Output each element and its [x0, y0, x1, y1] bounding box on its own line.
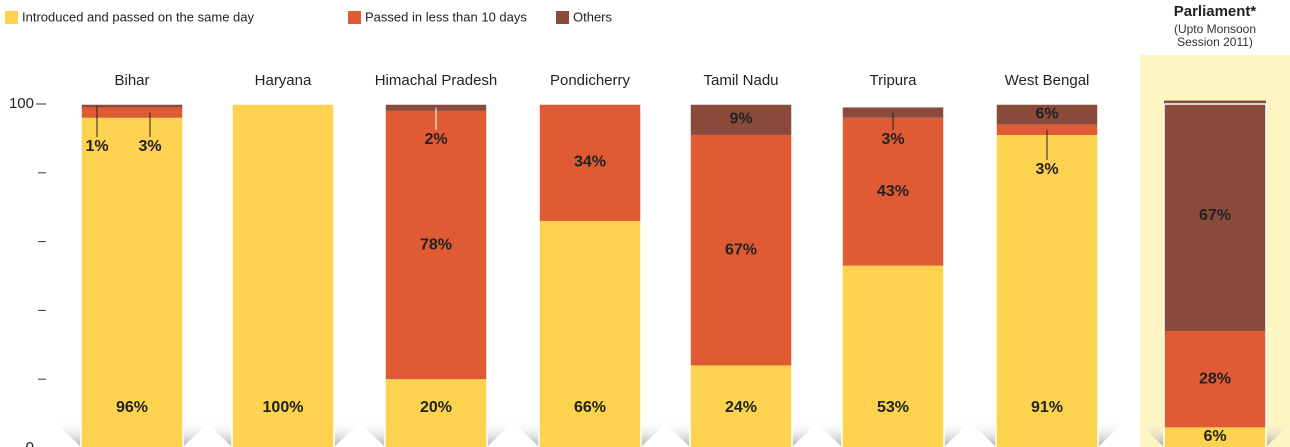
bar-outline	[1163, 103, 1267, 447]
bar-segment	[539, 220, 641, 447]
x-category-label: Pondicherry	[550, 72, 631, 89]
x-category-label: Bihar	[114, 72, 149, 89]
value-label: 3%	[138, 138, 161, 155]
value-label: 53%	[877, 399, 909, 416]
bar-outline	[80, 103, 184, 447]
value-label: 20%	[420, 399, 452, 416]
bar-segment	[81, 117, 183, 447]
value-label: 6%	[1203, 428, 1226, 445]
value-label: 34%	[574, 154, 606, 171]
bar-shadow	[1098, 420, 1126, 447]
bar-outline	[995, 103, 1099, 447]
value-label: 1%	[85, 138, 108, 155]
bar-segment	[385, 379, 487, 447]
x-category-label: Himachal Pradesh	[375, 72, 498, 89]
bar-shadow	[511, 420, 539, 447]
bar-shadow	[357, 420, 385, 447]
bar-shadow	[1266, 420, 1290, 447]
y-tick-label: 100	[9, 95, 34, 112]
bar-segment	[81, 107, 183, 118]
bar-shadow	[968, 420, 996, 447]
bar-shadow	[944, 420, 972, 447]
value-label: 43%	[877, 183, 909, 200]
bar-shadow	[814, 420, 842, 447]
bar-segment	[996, 124, 1098, 135]
value-label: 66%	[574, 399, 606, 416]
value-label: 100%	[263, 399, 304, 416]
bar-segment	[1164, 427, 1266, 447]
bar-shadow	[487, 420, 515, 447]
bar-shadow	[662, 420, 690, 447]
value-label: 28%	[1199, 370, 1231, 387]
value-label: 3%	[1035, 161, 1058, 178]
bar-shadow	[792, 420, 820, 447]
value-label: 96%	[116, 399, 148, 416]
x-category-label: West Bengal	[1005, 72, 1090, 89]
bar-outline	[689, 103, 793, 447]
value-label: 2%	[424, 131, 447, 148]
x-category-label: Haryana	[255, 72, 312, 89]
bar-segment	[996, 104, 1098, 125]
x-category-label: Parliament*	[1174, 3, 1257, 20]
bar-outline	[841, 103, 945, 447]
legend-swatch	[5, 11, 18, 24]
bar-segment	[690, 365, 792, 447]
bar-segment	[232, 104, 334, 447]
bar-segment	[539, 104, 641, 221]
value-label: 78%	[420, 236, 452, 253]
bar-outline	[231, 103, 335, 447]
bar-segment	[1164, 100, 1266, 332]
bar-segment	[690, 134, 792, 366]
bar-shadow	[1136, 420, 1164, 447]
bar-shadow	[183, 420, 211, 447]
bar-shadow	[641, 420, 669, 447]
bar-outline	[384, 103, 488, 447]
value-label: 67%	[1199, 207, 1231, 224]
bar-segment	[690, 104, 792, 135]
bar-segment	[1164, 331, 1266, 428]
legend-swatch	[348, 11, 361, 24]
legend-label: Passed in less than 10 days	[365, 9, 527, 24]
bar-shadow	[334, 420, 362, 447]
bar-segment	[385, 110, 487, 380]
value-label: 6%	[1035, 106, 1058, 123]
value-label: 24%	[725, 399, 757, 416]
value-label: 9%	[729, 111, 752, 128]
value-label: 67%	[725, 241, 757, 258]
annotation: (Upto Monsoon	[1174, 22, 1256, 36]
bar-segment	[842, 265, 944, 447]
y-tick-label: 0	[26, 439, 34, 447]
legend-label: Introduced and passed on the same day	[22, 9, 254, 24]
legend-swatch	[556, 11, 569, 24]
bar-segment	[81, 104, 183, 108]
value-label: 91%	[1031, 399, 1063, 416]
annotation: Session 2011)	[1177, 35, 1253, 49]
bar-segment	[842, 117, 944, 266]
legend-label: Others	[573, 9, 613, 24]
x-category-label: Tripura	[870, 72, 918, 89]
value-label: 3%	[881, 131, 904, 148]
bar-shadow	[53, 420, 81, 447]
bar-shadow	[204, 420, 232, 447]
bar-segment	[996, 134, 1098, 447]
bar-outline	[538, 103, 642, 447]
x-category-label: Tamil Nadu	[703, 72, 778, 89]
